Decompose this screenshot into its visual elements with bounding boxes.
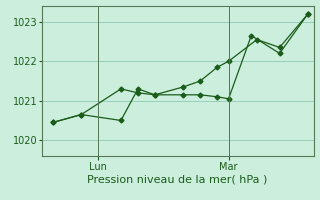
X-axis label: Pression niveau de la mer( hPa ): Pression niveau de la mer( hPa ) — [87, 174, 268, 184]
